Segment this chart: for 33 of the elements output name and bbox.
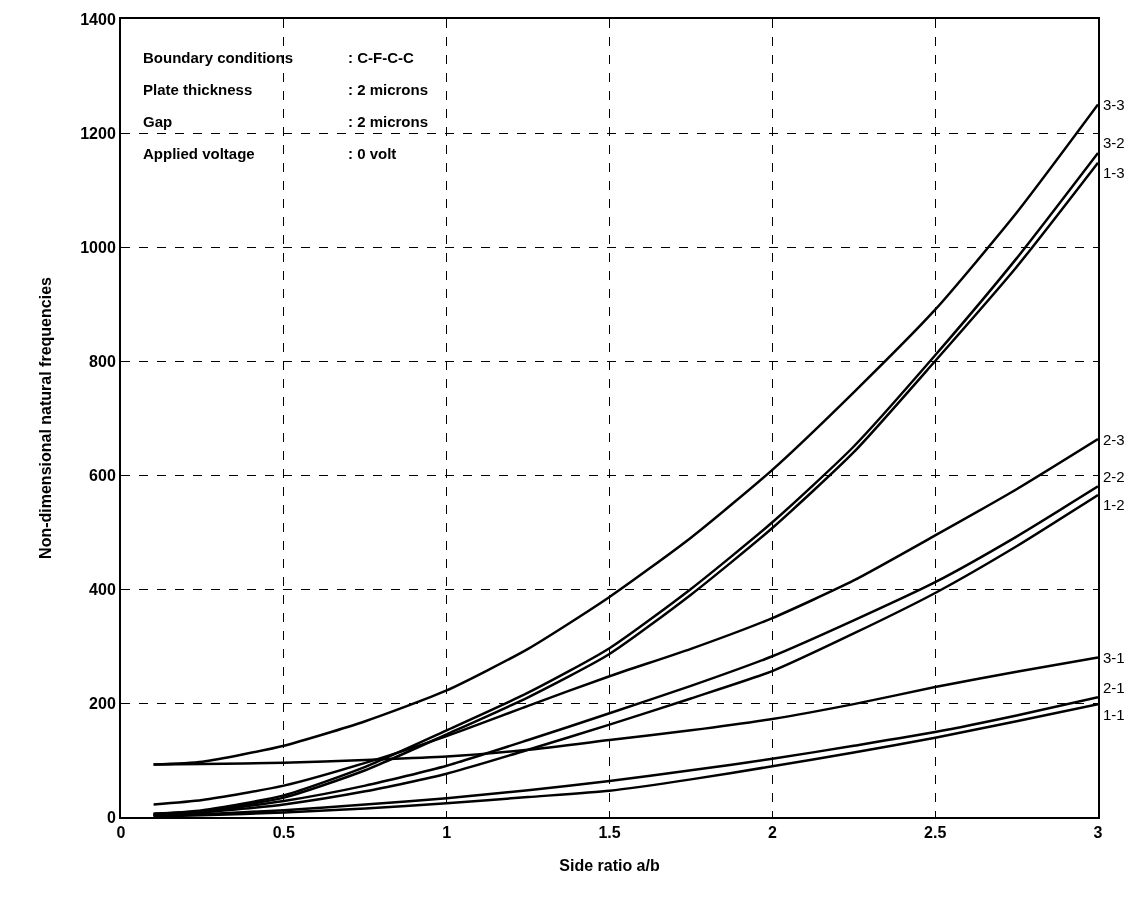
series-label: 2-2 bbox=[1103, 468, 1125, 485]
annotation: : 0 volt bbox=[348, 145, 397, 162]
annotation: Applied voltage bbox=[143, 145, 255, 162]
series-label: 2-3 bbox=[1103, 431, 1125, 448]
x-tick-label: 0.5 bbox=[272, 824, 296, 842]
y-tick-label: 1000 bbox=[80, 238, 116, 256]
y-tick-label: 200 bbox=[89, 694, 116, 712]
series-label: 1-2 bbox=[1103, 496, 1125, 513]
series-label: 1-3 bbox=[1103, 164, 1125, 181]
series-label: 3-2 bbox=[1103, 134, 1125, 151]
series-label: 3-3 bbox=[1103, 96, 1125, 113]
y-axis-title: Non-dimensional natural frequencies bbox=[36, 276, 54, 559]
series-label: 1-1 bbox=[1103, 706, 1125, 723]
y-tick-label: 0 bbox=[106, 808, 116, 826]
series-label: 3-1 bbox=[1103, 649, 1125, 666]
x-tick-label: 3 bbox=[1093, 824, 1103, 842]
x-tick-label: 1.5 bbox=[598, 824, 621, 842]
series-label: 2-1 bbox=[1103, 679, 1125, 696]
x-tick-label: 2 bbox=[767, 824, 777, 842]
x-tick-label: 2.5 bbox=[924, 824, 947, 842]
x-tick-label: 1 bbox=[442, 824, 452, 842]
y-tick-label: 1400 bbox=[80, 10, 116, 28]
y-tick-label: 400 bbox=[89, 580, 116, 598]
x-axis-title: Side ratio a/b bbox=[559, 857, 660, 875]
annotation: Gap bbox=[143, 113, 173, 130]
y-tick-label: 1200 bbox=[80, 124, 116, 142]
annotation: : 2 microns bbox=[348, 81, 429, 98]
y-tick-label: 600 bbox=[89, 466, 116, 484]
annotation: : 2 microns bbox=[348, 113, 429, 130]
annotation: Boundary conditions bbox=[143, 49, 293, 66]
y-tick-label: 800 bbox=[89, 352, 116, 370]
annotation: Plate thickness bbox=[143, 81, 253, 98]
annotation: : C-F-C-C bbox=[348, 49, 414, 66]
